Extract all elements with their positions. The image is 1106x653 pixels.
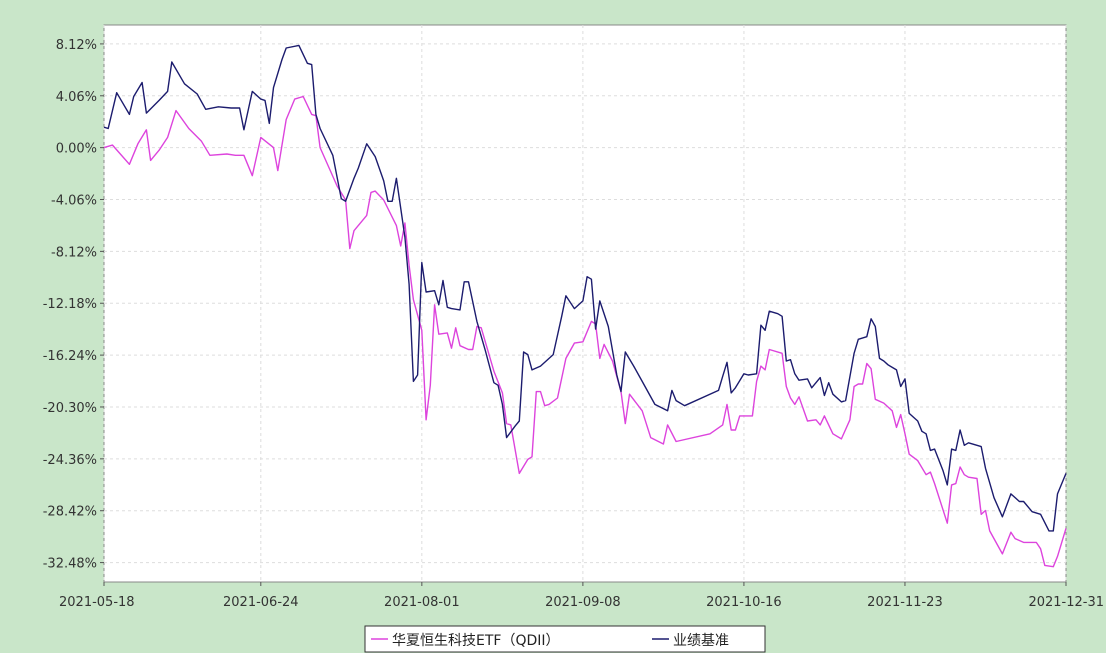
y-tick-label: -24.36% — [43, 453, 97, 468]
x-tick-label: 2021-09-08 — [545, 595, 621, 610]
y-tick-label: 0.00% — [56, 142, 97, 157]
benchmark-series-line — [103, 44, 1067, 532]
x-tick-label: 2021-08-01 — [384, 595, 460, 610]
x-tick-label: 2021-12-31 — [1028, 595, 1104, 610]
y-tick-label: -12.18% — [43, 297, 97, 312]
legend-box — [364, 625, 766, 653]
fund-series-line — [103, 95, 1067, 568]
y-tick-label: -16.24% — [43, 349, 97, 364]
legend-label-benchmark: 业绩基准 — [673, 632, 729, 649]
x-axis-ticks: 2021-05-18 2021-06-24 2021-08-01 2021-09-08… — [59, 582, 1104, 610]
x-tick-label: 2021-06-24 — [223, 595, 299, 610]
legend: 华夏恒生科技ETF（QDII） 业绩基准 — [364, 625, 766, 653]
y-tick-label: -32.48% — [43, 557, 97, 572]
grid-lines — [103, 25, 1067, 582]
x-tick-label: 2021-11-23 — [867, 595, 943, 610]
x-tick-label: 2021-10-16 — [706, 595, 782, 610]
y-axis-ticks: 8.12% 4.06% 0.00% -4.06% -8.12% -12.18% -16.24… — [43, 38, 104, 572]
y-tick-label: -20.30% — [43, 401, 97, 416]
y-tick-label: 4.06% — [56, 90, 97, 105]
legend-label-fund: 华夏恒生科技ETF（QDII） — [392, 633, 560, 649]
y-tick-label: -28.42% — [43, 505, 97, 520]
y-tick-label: 8.12% — [56, 38, 97, 53]
series-lines — [103, 44, 1067, 568]
y-tick-label: -4.06% — [51, 194, 97, 209]
y-tick-label: -8.12% — [51, 245, 97, 260]
x-tick-label: 2021-05-18 — [59, 595, 135, 610]
